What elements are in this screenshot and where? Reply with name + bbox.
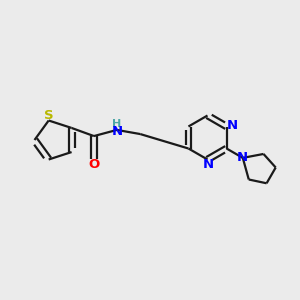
- Text: S: S: [44, 109, 53, 122]
- Text: O: O: [88, 158, 100, 171]
- Text: H: H: [112, 119, 121, 129]
- Text: N: N: [237, 152, 248, 164]
- Text: N: N: [112, 125, 123, 138]
- Text: N: N: [203, 158, 214, 172]
- Text: N: N: [226, 119, 238, 132]
